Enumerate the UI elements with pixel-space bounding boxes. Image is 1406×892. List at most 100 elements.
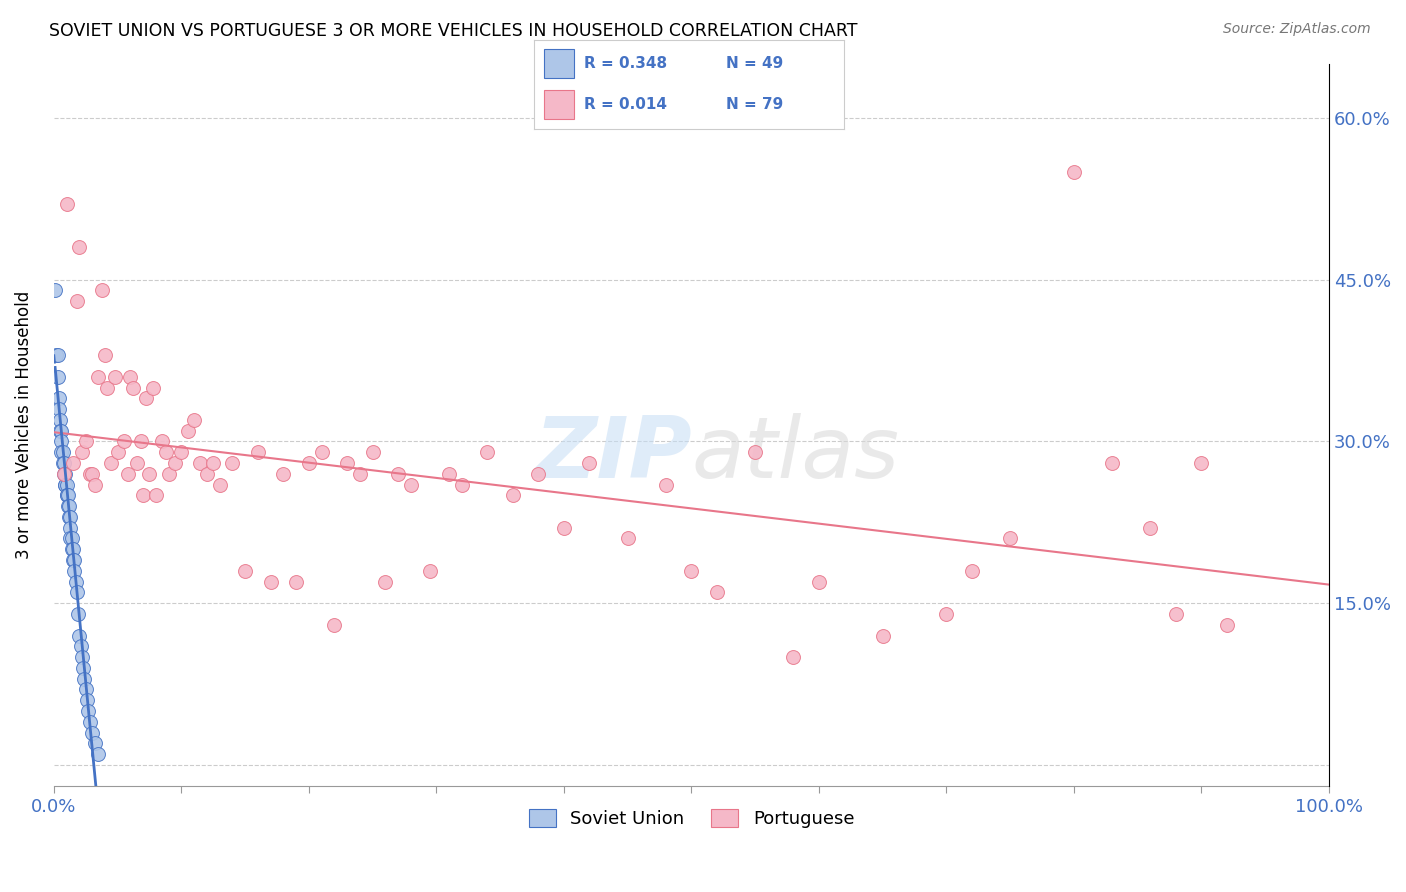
Point: [399, 477, 422, 491]
Point: [872, 628, 894, 642]
Point: [681, 564, 703, 578]
Point: [135, 392, 157, 406]
Point: [53, 456, 76, 470]
Point: [387, 467, 409, 481]
Point: [183, 413, 205, 427]
Text: R = 0.348: R = 0.348: [583, 56, 666, 70]
Point: [73, 672, 96, 686]
Bar: [544, 90, 575, 119]
Point: [323, 617, 346, 632]
Point: [49, 424, 72, 438]
Point: [451, 477, 474, 491]
Point: [55, 488, 77, 502]
Point: [62, 542, 84, 557]
Point: [1164, 607, 1187, 621]
Point: [51, 434, 73, 449]
Point: [59, 532, 82, 546]
Point: [336, 456, 359, 470]
Point: [60, 532, 83, 546]
Point: [53, 467, 76, 481]
Point: [960, 564, 983, 578]
Point: [1063, 165, 1085, 179]
Point: [437, 467, 460, 481]
Point: [52, 456, 75, 470]
Point: [59, 521, 82, 535]
Point: [51, 445, 73, 459]
Point: [553, 521, 575, 535]
Point: [150, 434, 173, 449]
Point: [83, 477, 105, 491]
Point: [70, 445, 93, 459]
Text: ZIP: ZIP: [534, 413, 692, 496]
Point: [273, 467, 295, 481]
Y-axis label: 3 or more Vehicles in Household: 3 or more Vehicles in Household: [15, 291, 32, 559]
Point: [70, 650, 93, 665]
Point: [117, 467, 139, 481]
Point: [578, 456, 600, 470]
Text: SOVIET UNION VS PORTUGUESE 3 OR MORE VEHICLES IN HOUSEHOLD CORRELATION CHART: SOVIET UNION VS PORTUGUESE 3 OR MORE VEH…: [49, 22, 858, 40]
Point: [782, 650, 804, 665]
Point: [142, 380, 165, 394]
Point: [208, 477, 231, 491]
Point: [59, 510, 82, 524]
Point: [129, 434, 152, 449]
Point: [46, 348, 69, 362]
Point: [112, 434, 135, 449]
Point: [138, 467, 160, 481]
Point: [96, 380, 118, 394]
Point: [56, 499, 79, 513]
Point: [419, 564, 441, 578]
Point: [46, 369, 69, 384]
Point: [744, 445, 766, 459]
Point: [66, 585, 89, 599]
Bar: [544, 49, 575, 78]
Point: [52, 445, 75, 459]
Point: [56, 488, 79, 502]
Point: [51, 424, 73, 438]
Point: [79, 467, 101, 481]
Point: [259, 574, 281, 589]
Point: [65, 574, 87, 589]
Point: [125, 456, 148, 470]
Point: [62, 456, 84, 470]
Point: [48, 392, 70, 406]
Point: [1139, 521, 1161, 535]
Point: [55, 197, 77, 211]
Point: [311, 445, 333, 459]
Point: [79, 714, 101, 729]
Point: [67, 628, 90, 642]
Point: [155, 445, 177, 459]
Point: [53, 477, 76, 491]
Point: [63, 553, 86, 567]
Point: [655, 477, 678, 491]
Point: [706, 585, 728, 599]
Text: atlas: atlas: [692, 413, 900, 496]
Point: [77, 704, 100, 718]
Point: [145, 488, 167, 502]
Point: [935, 607, 957, 621]
Point: [91, 284, 114, 298]
Point: [221, 456, 243, 470]
Point: [44, 284, 66, 298]
Point: [100, 456, 122, 470]
Point: [190, 456, 212, 470]
Text: Source: ZipAtlas.com: Source: ZipAtlas.com: [1223, 22, 1371, 37]
Point: [94, 348, 117, 362]
Point: [58, 510, 80, 524]
Point: [1101, 456, 1123, 470]
Point: [361, 445, 384, 459]
Point: [527, 467, 550, 481]
Point: [807, 574, 830, 589]
Point: [502, 488, 524, 502]
Point: [1216, 617, 1239, 632]
Point: [80, 467, 103, 481]
Point: [87, 747, 110, 761]
Text: N = 79: N = 79: [725, 97, 783, 112]
Point: [45, 348, 67, 362]
Point: [477, 445, 499, 459]
Point: [76, 693, 98, 707]
Point: [49, 413, 72, 427]
Point: [80, 725, 103, 739]
Point: [104, 369, 127, 384]
Legend: Soviet Union, Portuguese: Soviet Union, Portuguese: [522, 801, 862, 835]
